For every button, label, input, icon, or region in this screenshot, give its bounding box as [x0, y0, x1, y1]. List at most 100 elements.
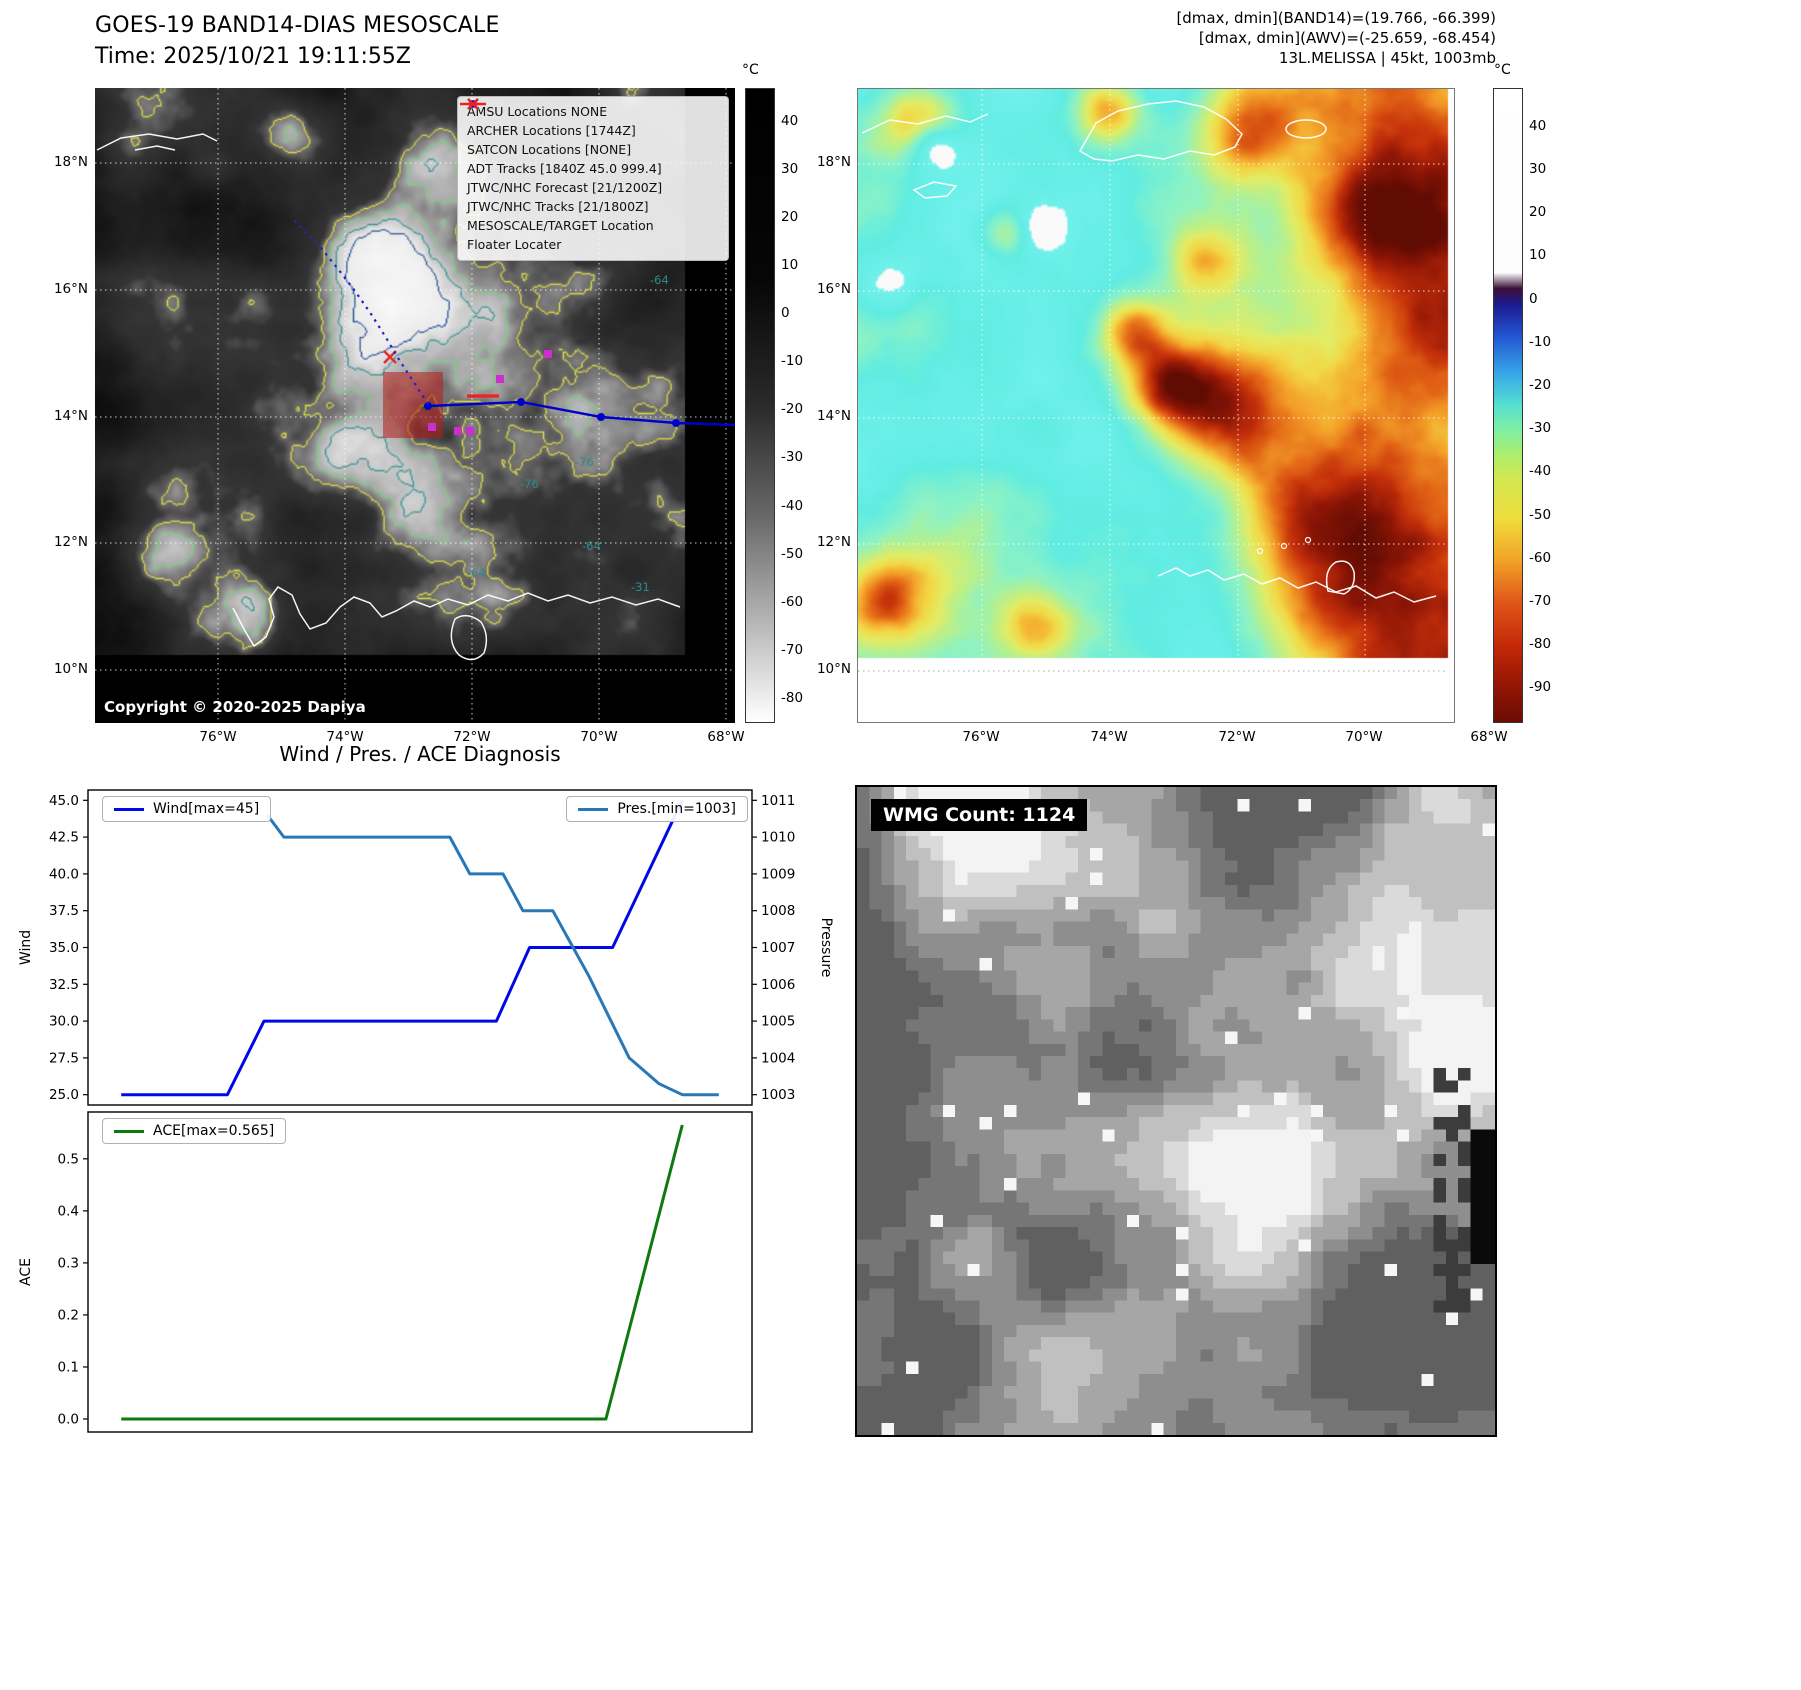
legend-item: JTWC/NHC Forecast [21/1200Z] — [460, 103, 719, 196]
awv-overlay — [858, 89, 1448, 672]
jtwc-forecast-line — [290, 216, 429, 405]
colorbar-tick-label: 20 — [781, 208, 799, 225]
colorbar-tick-label: -50 — [1529, 506, 1552, 523]
lon-tick-label: 68°W — [707, 729, 745, 745]
band14-title: GOES-19 BAND14-DIAS MESOSCALE — [95, 13, 500, 38]
legend-item: ARCHER Locations [1744Z] — [467, 100, 719, 139]
line-red-icon — [460, 102, 486, 106]
colorbar-tick-label: 0 — [1529, 290, 1538, 307]
y-tick-label: 35.0 — [49, 940, 79, 956]
legend-item-label: Floater Locater — [467, 237, 562, 252]
y-tick-label: 25.0 — [49, 1087, 79, 1103]
coastline — [1280, 542, 1288, 550]
jtwc-track-line — [427, 400, 735, 427]
colorbar-tick-label: -70 — [1529, 593, 1552, 610]
colorbar-tick-label: -30 — [781, 449, 804, 466]
lat-tick-label: 16°N — [816, 281, 851, 297]
legend-line-icon — [578, 807, 609, 811]
colorbar-tick-label: 0 — [781, 305, 790, 322]
awv-colorbar-unit: °C — [1494, 62, 1511, 78]
awv-colorbar — [1493, 88, 1523, 723]
legend-item-label: ADT Tracks [1840Z 45.0 999.4] — [467, 161, 662, 176]
coastline — [232, 586, 681, 648]
chart-legend: Pres.[min=1003] — [566, 796, 748, 822]
y-axis-label: ACE — [18, 1258, 34, 1286]
lat-tick-label: 10°N — [816, 661, 851, 677]
archer-location-marker — [496, 375, 504, 383]
jtwc-track-point — [517, 398, 525, 406]
lon-tick-label: 76°W — [962, 729, 1000, 745]
colorbar-tick-label: 30 — [781, 160, 799, 177]
legend-item: ADT Tracks [1840Z 45.0 999.4] — [460, 103, 719, 177]
series-line — [121, 1124, 684, 1421]
awv-map — [857, 88, 1455, 723]
colorbar-tick-label: 40 — [1529, 117, 1547, 134]
lon-tick-label: 70°W — [1345, 729, 1383, 745]
legend-item-label: JTWC/NHC Forecast [21/1200Z] — [467, 180, 663, 195]
legend-item: SATCON Locations [NONE] — [467, 98, 719, 158]
colorbar-tick-label: -50 — [781, 545, 804, 562]
legend-item: Floater Locater — [460, 102, 719, 253]
colorbar-tick-label: -10 — [781, 353, 804, 370]
legend-item: JTWC/NHC Tracks [21/1800Z] — [460, 100, 719, 215]
colorbar-tick-label: -40 — [1529, 463, 1552, 480]
legend-item-label: AMSU Locations NONE — [467, 104, 608, 119]
diagnosis-title: Wind / Pres. / ACE Diagnosis — [279, 742, 561, 766]
colorbar-tick-label: -20 — [1529, 377, 1552, 394]
y-tick-label: 0.2 — [58, 1307, 79, 1323]
lat-tick-label: 18°N — [816, 154, 851, 170]
legend-label: ACE[max=0.565] — [153, 1123, 275, 1139]
contour-label: -76 — [520, 477, 539, 491]
y-tick-label: 42.5 — [49, 830, 79, 846]
y-tick-label: 0.4 — [58, 1203, 79, 1219]
y-tick-label: 45.0 — [49, 793, 79, 809]
colorbar-tick-label: -80 — [1529, 636, 1552, 653]
legend-item-label: ARCHER Locations [1744Z] — [467, 123, 636, 138]
copyright-text: Copyright © 2020-2025 Dapiya — [104, 698, 366, 716]
y-tick-label: 1005 — [761, 1014, 795, 1030]
y-tick-label: 1007 — [761, 940, 795, 956]
jtwc-track-point — [424, 402, 432, 410]
band14-colorbar-unit: °C — [742, 62, 759, 78]
y-axis-label: Pressure — [818, 918, 834, 978]
coastline — [1078, 100, 1243, 162]
legend-line-icon — [114, 807, 144, 811]
contour-label: -64 — [467, 566, 486, 580]
band14-map: -64 -76 -76 -64 -64 -31 AMSU Locations NONE AR… — [95, 88, 735, 723]
legend-item-label: MESOSCALE/TARGET Location — [467, 218, 654, 233]
y-tick-label: 0.3 — [58, 1255, 79, 1271]
colorbar-tick-label: 30 — [1529, 161, 1547, 178]
coastline — [96, 133, 218, 151]
lat-tick-label: 10°N — [53, 661, 88, 677]
y-tick-label: 40.0 — [49, 866, 79, 882]
jtwc-track-point — [672, 419, 680, 427]
lon-tick-label: 72°W — [1218, 729, 1256, 745]
chart-legend: ACE[max=0.565] — [102, 1118, 287, 1144]
y-tick-label: 27.5 — [49, 1050, 79, 1066]
legend-item: AMSU Locations NONE — [467, 100, 719, 120]
y-tick-label: 0.0 — [58, 1411, 79, 1427]
chart-frame — [87, 1111, 753, 1433]
y-tick-label: 1009 — [761, 866, 795, 882]
lat-tick-label: 14°N — [53, 408, 88, 424]
lon-tick-label: 70°W — [580, 729, 618, 745]
y-tick-label: 1011 — [761, 793, 795, 809]
lat-tick-label: 14°N — [816, 408, 851, 424]
archer-location-marker — [544, 350, 552, 358]
jtwc-track-point — [597, 413, 605, 421]
archer-location-marker — [428, 423, 436, 431]
colorbar-tick-label: -30 — [1529, 420, 1552, 437]
lat-tick-label: 18°N — [53, 154, 88, 170]
lon-tick-label: 68°W — [1470, 729, 1508, 745]
contour-label: -31 — [631, 580, 650, 594]
awv-header-line: [dmax, dmin](BAND14)=(19.766, -66.399) — [1176, 9, 1496, 27]
archer-location-marker — [454, 427, 462, 435]
awv-satellite-image — [858, 89, 1454, 722]
awv-header: [dmax, dmin](BAND14)=(19.766, -66.399) [d… — [1176, 8, 1496, 68]
wmg-image — [857, 787, 1495, 1435]
y-tick-label: 1010 — [761, 830, 795, 846]
colorbar-tick-label: 10 — [781, 256, 799, 273]
colorbar-tick-label: 40 — [781, 112, 799, 129]
legend-label: Pres.[min=1003] — [617, 801, 736, 817]
